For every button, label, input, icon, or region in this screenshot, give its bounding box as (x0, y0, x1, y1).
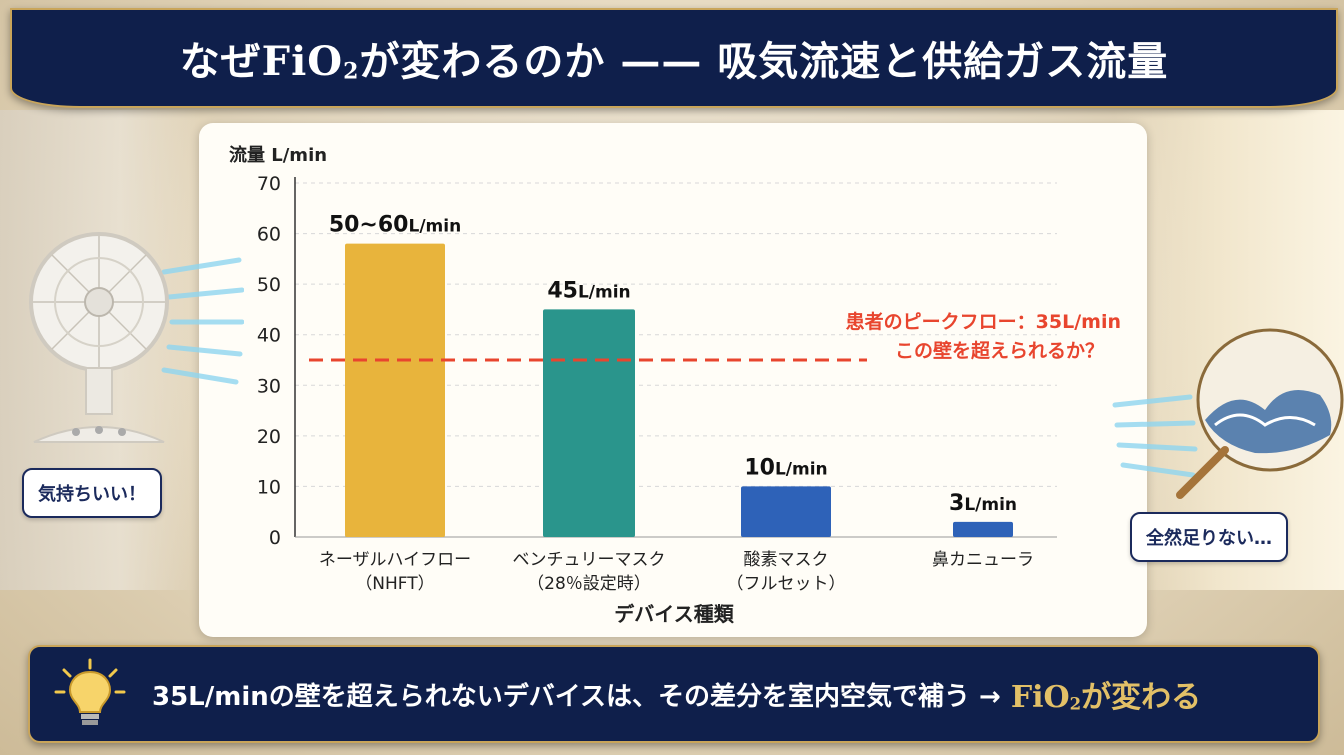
footer-accent-subscript: 2 (1069, 694, 1082, 714)
reference-label-line2: この壁を超えられるか？ (895, 339, 1104, 362)
bar-value-unit: L/min (408, 217, 461, 237)
fan-speech-bubble: 気持ちいい！ (22, 468, 162, 518)
x-tick-label: ベンチュリーマスク (513, 550, 666, 570)
y-tick-label: 20 (257, 426, 281, 448)
x-tick-label: 酸素マスク (744, 550, 829, 570)
footer-accent-part1: FiO (1010, 680, 1070, 715)
title-part2: が変わるのか —— 吸気流速と供給ガス流量 (359, 38, 1169, 85)
electric-fan-icon (29, 232, 245, 443)
bar-value-label: 45L/min (547, 278, 630, 303)
bar (741, 486, 831, 537)
footer-banner: 35L/minの壁を超えられないデバイスは、その差分を室内空気で補う → FiO… (28, 645, 1320, 743)
bar-value-label: 50~60L/min (329, 213, 461, 238)
x-axis-label: デバイス種類 (614, 602, 734, 626)
paper-fan-speech-bubble: 全然足りない… (1130, 512, 1288, 562)
bar-value-number: 3 (949, 491, 964, 516)
x-tick-label-sub: （NHFT） (355, 574, 434, 594)
bar-value-label: 3L/min (949, 491, 1017, 516)
bar (953, 521, 1013, 537)
reference-label-line1: 患者のピークフロー：35L/min (846, 310, 1121, 333)
bar-value-number: 50~60 (329, 213, 409, 238)
title-part1: なぜFiO (179, 38, 344, 85)
lightbulb-icon (54, 658, 126, 725)
bar (345, 243, 445, 537)
y-tick-label: 50 (257, 274, 281, 296)
footer-accent-part2: が変わる (1081, 680, 1202, 715)
footer-accent: FiO2が変わる (1011, 672, 1201, 716)
bar-value-label: 10L/min (744, 455, 827, 480)
electric-fan-illustration (14, 232, 245, 452)
paper-fan-illustration (1105, 325, 1344, 505)
y-tick-label: 30 (257, 375, 281, 397)
title-subscript: 2 (343, 58, 360, 85)
bar-value-unit: L/min (578, 282, 631, 302)
x-tick-label-sub: （フルセット） (727, 574, 846, 594)
y-tick-label: 40 (257, 325, 281, 347)
paper-fan-icon (1112, 328, 1344, 499)
y-tick-label: 60 (257, 224, 281, 246)
chart-card: 流量 L/min 0 10 20 30 40 50 60 70 50~60L/min 45L/m… (199, 123, 1147, 637)
bar-value-unit: L/min (775, 459, 828, 479)
page-title: なぜFiO2が変わるのか —— 吸気流速と供給ガス流量 (180, 29, 1169, 87)
x-tick-label: ネーザルハイフロー (319, 550, 471, 570)
x-tick-label: 鼻カニューラ (932, 550, 1034, 570)
y-axis-label: 流量 L/min (229, 144, 327, 166)
y-tick-label: 0 (269, 527, 281, 549)
title-bar: なぜFiO2が変わるのか —— 吸気流速と供給ガス流量 (10, 8, 1338, 108)
y-tick-label: 70 (257, 173, 281, 195)
bar (543, 309, 635, 537)
bar-value-number: 10 (744, 455, 775, 480)
footer-message: 35L/minの壁を超えられないデバイスは、その差分を室内空気で補う → (152, 681, 1001, 712)
bar-value-unit: L/min (964, 495, 1017, 515)
x-tick-label-sub: （28％設定時） (527, 574, 651, 594)
bar-value-number: 45 (547, 278, 578, 303)
y-tick-label: 10 (257, 476, 281, 498)
